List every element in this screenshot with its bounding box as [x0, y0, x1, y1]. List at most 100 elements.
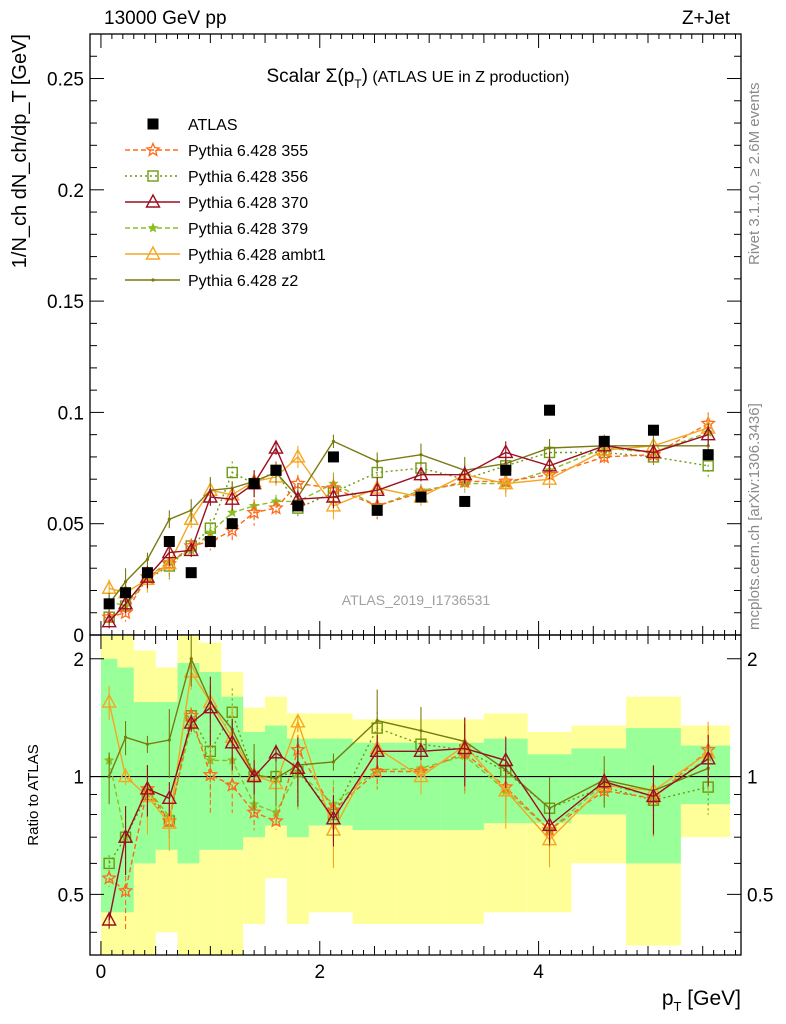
xtick-label: 2 [314, 962, 325, 983]
main-line-z2 [108, 440, 709, 605]
ratio-point-z2-4 [189, 657, 193, 661]
main-point-ATLAS-2 [141, 567, 153, 579]
main-point-z2-2 [145, 557, 150, 561]
mcplots-label: mcplots.cern.ch [arXiv:1306.3436] [746, 403, 763, 630]
ratio-point-p370-16 [596, 773, 612, 788]
legend-marker-p356 [147, 170, 159, 182]
main-point-ambt1-15 [541, 470, 558, 485]
main-ytick-label: 0.25 [47, 70, 84, 91]
ratio-point-z2-0 [107, 774, 111, 779]
ratio-point-ambt1-0 [101, 693, 117, 708]
ratio-point-z2-8 [274, 776, 278, 780]
main-point-p370-14 [498, 444, 514, 459]
ratio-ytick-label-left: 2 [73, 650, 84, 671]
main-point-p370-5 [202, 488, 219, 503]
legend-label-p370: Pythia 6.428 370 [188, 195, 308, 212]
ratio-point-p355-8 [268, 812, 284, 828]
legend-label-p379: Pythia 6.428 379 [188, 221, 308, 238]
main-point-ambt1-14 [498, 475, 514, 490]
ratio-point-p370-8 [268, 744, 284, 759]
main-point-z2-10 [331, 439, 336, 443]
main-point-p356-6 [226, 466, 238, 479]
ratio-panel: 0.5 0.5 1 1 2 2 0 2 4 Ratio to ATLAS pT [GeV] [25, 634, 773, 1014]
chart-title: Scalar Σ(pT) (ATLAS UE in Z production) [266, 66, 569, 91]
main-point-p370-18 [700, 426, 716, 441]
main-point-ATLAS-14 [500, 464, 512, 476]
ratio-point-ambt1-12 [413, 768, 429, 783]
main-point-ATLAS-4 [185, 567, 197, 579]
ratio-point-ambt1-1 [117, 768, 134, 783]
main-point-ATLAS-10 [327, 451, 339, 463]
main-point-ATLAS-1 [120, 587, 132, 599]
band-inner-1 [117, 667, 134, 913]
analysis-watermark: ATLAS_2019_I1736531 [342, 592, 491, 608]
ratio-point-p355-1 [117, 882, 134, 898]
ratio-point-p355-7 [246, 804, 262, 819]
ratio-point-p370-13 [457, 739, 473, 755]
legend-label-p355: Pythia 6.428 355 [188, 143, 308, 160]
main-point-ambt1-3 [161, 555, 177, 570]
ratio-point-p370-10 [325, 810, 342, 825]
main-point-ambt1-4 [183, 510, 199, 525]
ratio-ytick-label-left: 0.5 [58, 885, 84, 906]
ratio-point-p356-0 [103, 857, 115, 870]
ratio-ytick-label-right: 1 [747, 768, 758, 789]
main-point-z2-12 [419, 453, 423, 457]
main-point-ATLAS-11 [371, 504, 383, 516]
process-label: Z+Jet [681, 8, 730, 29]
legend-marker-ambt1 [145, 245, 161, 260]
main-ytick-label: 0.05 [47, 515, 84, 536]
main-line-p379 [108, 431, 709, 607]
ratio-point-ambt1-14 [498, 782, 514, 797]
main-ytick-label: 0 [73, 626, 84, 647]
main-point-p370-8 [268, 439, 284, 454]
main-point-z2-3 [167, 517, 171, 521]
main-point-p370-17 [645, 444, 662, 459]
main-point-p370-0 [101, 613, 117, 628]
ratio-point-p355-0 [101, 870, 117, 885]
main-y-axis-label: 1/N_ch dN_ch/dp_T [GeV] [9, 34, 31, 268]
main-point-p370-13 [457, 466, 473, 481]
legend-marker-p379 [147, 222, 159, 233]
main-ytick-label: 0.2 [58, 181, 84, 202]
legend: ATLAS Pythia 6.428 355 Pythia 6.428 356 Pyt… [125, 117, 326, 290]
main-point-z2-4 [189, 508, 193, 512]
rivet-label: Rivet 3.1.10, ≥ 2.6M events [746, 82, 763, 266]
ratio-point-p370-2 [139, 780, 156, 795]
ratio-point-p370-6 [224, 734, 240, 749]
ratio-point-p370-1 [117, 828, 134, 843]
main-point-p370-15 [541, 457, 558, 472]
ratio-frame [89, 634, 742, 956]
main-point-p370-12 [413, 466, 429, 481]
legend-label-p356: Pythia 6.428 356 [188, 169, 308, 186]
main-point-ATLAS-12 [415, 491, 427, 503]
ratio-point-ambt1-3 [161, 814, 177, 829]
main-point-p370-10 [325, 488, 342, 503]
legend-label-z2: Pythia 6.428 z2 [188, 273, 298, 290]
ratio-point-p370-17 [645, 787, 662, 803]
ratio-point-ambt1-9 [290, 713, 306, 728]
legend-marker-p370 [145, 193, 161, 208]
main-point-ATLAS-0 [103, 598, 115, 610]
legend-label-ATLAS: ATLAS [188, 117, 238, 134]
ratio-point-p370-3 [161, 789, 177, 804]
main-ytick-label: 0.15 [47, 292, 84, 313]
main-point-ATLAS-6 [226, 518, 238, 530]
main-point-p355-1 [117, 604, 134, 620]
main-point-ATLAS-17 [647, 424, 659, 436]
ratio-point-p370-18 [700, 750, 716, 765]
ratio-point-p370-15 [541, 816, 558, 832]
main-point-p355-7 [246, 504, 262, 520]
ratio-point-z2-12 [419, 729, 423, 733]
ratio-point-p370-0 [101, 911, 117, 926]
ratio-y-axis-label: Ratio to ATLAS [25, 744, 42, 845]
band-inner-12 [396, 742, 441, 831]
main-point-p370-3 [161, 544, 177, 559]
main-point-z2-1 [123, 579, 128, 584]
ratio-point-p370-5 [202, 699, 219, 714]
ratio-point-p370-9 [290, 759, 306, 774]
main-point-ATLAS-15 [544, 404, 556, 416]
main-point-ATLAS-13 [459, 495, 471, 507]
energy-label: 13000 GeV pp [104, 8, 227, 29]
